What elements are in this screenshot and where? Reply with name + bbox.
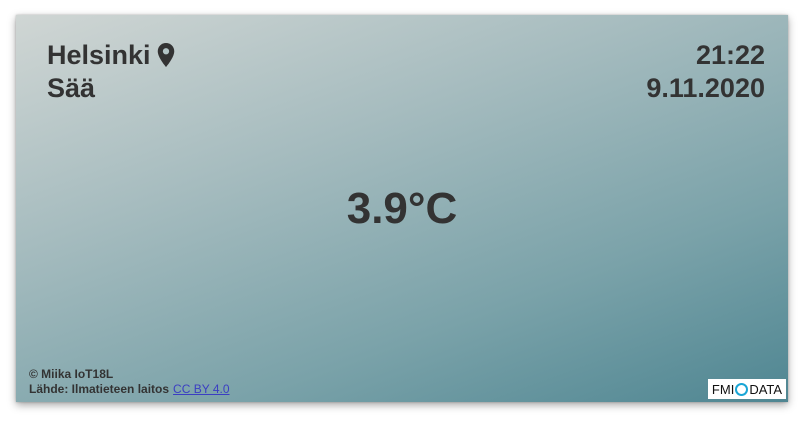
license-link[interactable]: CC BY 4.0 [173, 382, 230, 396]
logo-ring-icon [735, 382, 749, 396]
clock: 21:22 9.11.2020 [646, 39, 765, 105]
logo-text-data: DATA [749, 381, 783, 397]
city-heading: Helsinki [47, 39, 175, 71]
source-text: Lähde: Ilmatieteen laitos [29, 382, 170, 396]
clock-date: 9.11.2020 [646, 73, 765, 103]
clock-time: 21:22 [695, 40, 765, 70]
map-pin-icon [157, 43, 174, 67]
logo-text-fmi: FMI [711, 381, 735, 397]
source-line: Lähde: Ilmatieteen laitos CC BY 4.0 [29, 382, 230, 397]
page-subtitle: Sää [47, 73, 96, 103]
city-name: Helsinki [47, 40, 151, 70]
weather-card: Helsinki Sää 21:22 9.11.2020 3.9°C © Mii… [16, 15, 788, 402]
temperature-value: 3.9°C [346, 184, 458, 233]
copyright-text: © Miika IoT18L [29, 367, 114, 381]
fmi-data-logo: FMI DATA [708, 379, 786, 399]
credits: © Miika IoT18L Lähde: Ilmatieteen laitos… [29, 367, 230, 397]
